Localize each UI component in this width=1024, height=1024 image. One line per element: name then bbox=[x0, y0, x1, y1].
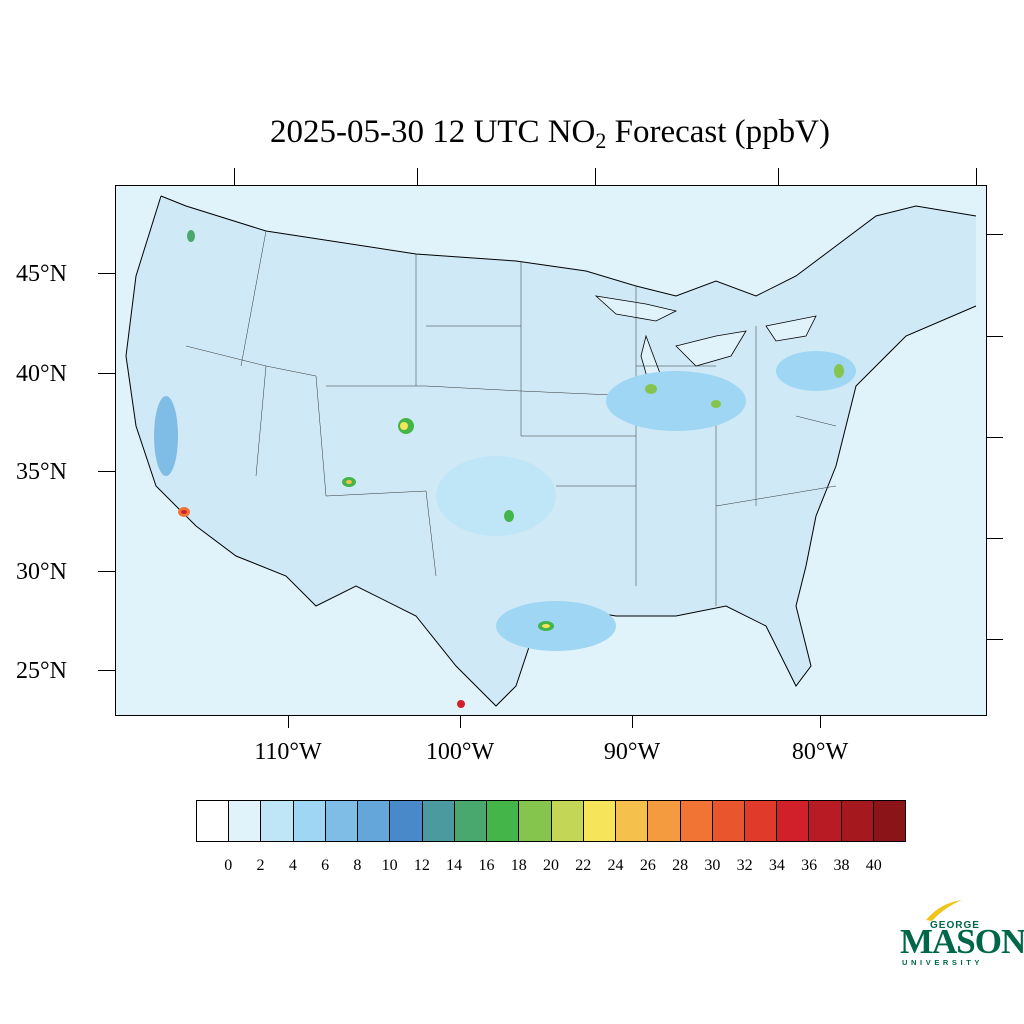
colorbar-label: 24 bbox=[607, 857, 624, 874]
map-canvas bbox=[125, 195, 977, 708]
no2-forecast-map bbox=[115, 185, 987, 716]
state-borders bbox=[185, 230, 837, 606]
colorbar-label: 14 bbox=[446, 857, 463, 874]
lon-tick bbox=[234, 168, 235, 185]
lon-tick bbox=[820, 716, 821, 728]
colorbar-cell bbox=[293, 801, 326, 841]
logo-university: UNIVERSITY bbox=[902, 958, 984, 967]
colorbar-cell bbox=[422, 801, 455, 841]
colorbar-cell bbox=[551, 801, 584, 841]
lat-tick bbox=[987, 336, 1003, 337]
colorbar-cell bbox=[390, 801, 423, 841]
forecast-title: 2025-05-30 12 UTC NO2 Forecast (ppbV) bbox=[0, 112, 1024, 152]
colorbar-cell bbox=[197, 801, 230, 841]
colorbar-label: 26 bbox=[639, 857, 656, 874]
colorbar-label: 12 bbox=[413, 857, 430, 874]
lat-tick bbox=[98, 373, 115, 374]
colorbar-label: 6 bbox=[321, 857, 330, 874]
lat-tick bbox=[987, 538, 1003, 539]
logo-mason: MASON bbox=[900, 922, 1024, 961]
colorbar-cell bbox=[873, 801, 906, 841]
lon-label: 80°W bbox=[791, 739, 849, 765]
lat-label: 30°N bbox=[16, 559, 67, 585]
colorbar-label: 4 bbox=[288, 857, 297, 874]
us-landmass bbox=[126, 196, 976, 706]
colorbar-label: 16 bbox=[478, 857, 495, 874]
colorbar-label: 34 bbox=[768, 857, 785, 874]
colorbar-label: 30 bbox=[704, 857, 721, 874]
colorbar-cell bbox=[809, 801, 842, 841]
colorbar-label: 32 bbox=[736, 857, 753, 874]
colorbar-cell bbox=[229, 801, 262, 841]
logo-swoosh-icon bbox=[926, 900, 962, 921]
colorbar-label: 0 bbox=[224, 857, 233, 874]
lon-tick bbox=[288, 716, 289, 728]
lon-label: 90°W bbox=[603, 739, 661, 765]
colorbar-cell bbox=[583, 801, 617, 841]
lat-tick bbox=[987, 437, 1003, 438]
lon-label: 100°W bbox=[425, 739, 495, 765]
colorbar-cell bbox=[519, 801, 552, 841]
colorbar-cell bbox=[487, 801, 520, 841]
lat-tick bbox=[98, 273, 115, 274]
george-mason-logo: GEORGE MASON UNIVERSITY bbox=[896, 898, 1024, 970]
no2-contours bbox=[154, 230, 856, 708]
colorbar-label: 40 bbox=[865, 857, 882, 874]
colorbar-cell bbox=[744, 801, 778, 841]
lat-tick bbox=[98, 670, 115, 671]
title-subscript: 2 bbox=[595, 128, 607, 153]
lat-label: 40°N bbox=[16, 361, 67, 387]
colorbar-label: 36 bbox=[801, 857, 818, 874]
colorbar-cell bbox=[325, 801, 359, 841]
colorbar-cell bbox=[680, 801, 713, 841]
colorbar-label: 38 bbox=[833, 857, 850, 874]
lon-tick bbox=[632, 716, 633, 728]
colorbar-labels: 0 2 4 6 8 10 12 14 16 18 20 22 24 26 28 30 32 34 36 38 40 bbox=[0, 857, 1024, 877]
lat-label: 35°N bbox=[16, 459, 67, 485]
lat-tick bbox=[98, 571, 115, 572]
lon-tick bbox=[778, 168, 779, 185]
colorbar-label: 20 bbox=[543, 857, 559, 874]
title-suffix: Forecast (ppbV) bbox=[606, 114, 830, 150]
colorbar-cell bbox=[616, 801, 649, 841]
colorbar-label: 2 bbox=[256, 857, 265, 874]
colorbar-label: 10 bbox=[381, 857, 398, 874]
logo-george: GEORGE bbox=[930, 920, 980, 931]
colorbar-cell bbox=[841, 801, 874, 841]
colorbar-cell bbox=[261, 801, 294, 841]
colorbar-cell bbox=[454, 801, 488, 841]
colorbar-cell bbox=[648, 801, 681, 841]
colorbar-label: 28 bbox=[672, 857, 689, 874]
colorbar-cell bbox=[712, 801, 745, 841]
colorbar-label: 8 bbox=[353, 857, 362, 874]
title-prefix: 2025-05-30 12 UTC NO bbox=[269, 114, 596, 150]
lat-label: 25°N bbox=[16, 658, 67, 684]
lon-tick bbox=[976, 168, 977, 185]
colorbar-label: 18 bbox=[510, 857, 527, 874]
lat-tick bbox=[98, 471, 115, 472]
colorbar-cell bbox=[777, 801, 810, 841]
colorbar bbox=[196, 800, 906, 842]
colorbar-cell bbox=[358, 801, 391, 841]
colorbar-label: 22 bbox=[575, 857, 592, 874]
lon-tick bbox=[417, 168, 418, 185]
lon-tick bbox=[460, 716, 461, 728]
lat-label: 45°N bbox=[16, 261, 67, 287]
lat-tick bbox=[987, 639, 1003, 640]
lon-label: 110°W bbox=[254, 739, 322, 765]
lat-tick bbox=[987, 234, 1003, 235]
lon-tick bbox=[595, 168, 596, 185]
